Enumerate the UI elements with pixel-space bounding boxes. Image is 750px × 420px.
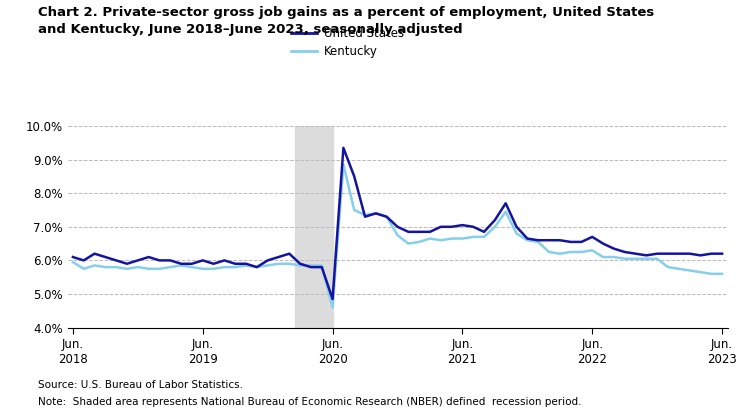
Text: and Kentucky, June 2018–June 2023, seasonally adjusted: and Kentucky, June 2018–June 2023, seaso… <box>38 23 462 36</box>
Bar <box>295 126 332 328</box>
Text: Source: U.S. Bureau of Labor Statistics.: Source: U.S. Bureau of Labor Statistics. <box>38 380 242 390</box>
Text: Note:  Shaded area represents National Bureau of Economic Research (NBER) define: Note: Shaded area represents National Bu… <box>38 397 581 407</box>
Legend: United States, Kentucky: United States, Kentucky <box>291 27 404 58</box>
Text: Chart 2. Private-sector gross job gains as a percent of employment, United State: Chart 2. Private-sector gross job gains … <box>38 6 654 19</box>
